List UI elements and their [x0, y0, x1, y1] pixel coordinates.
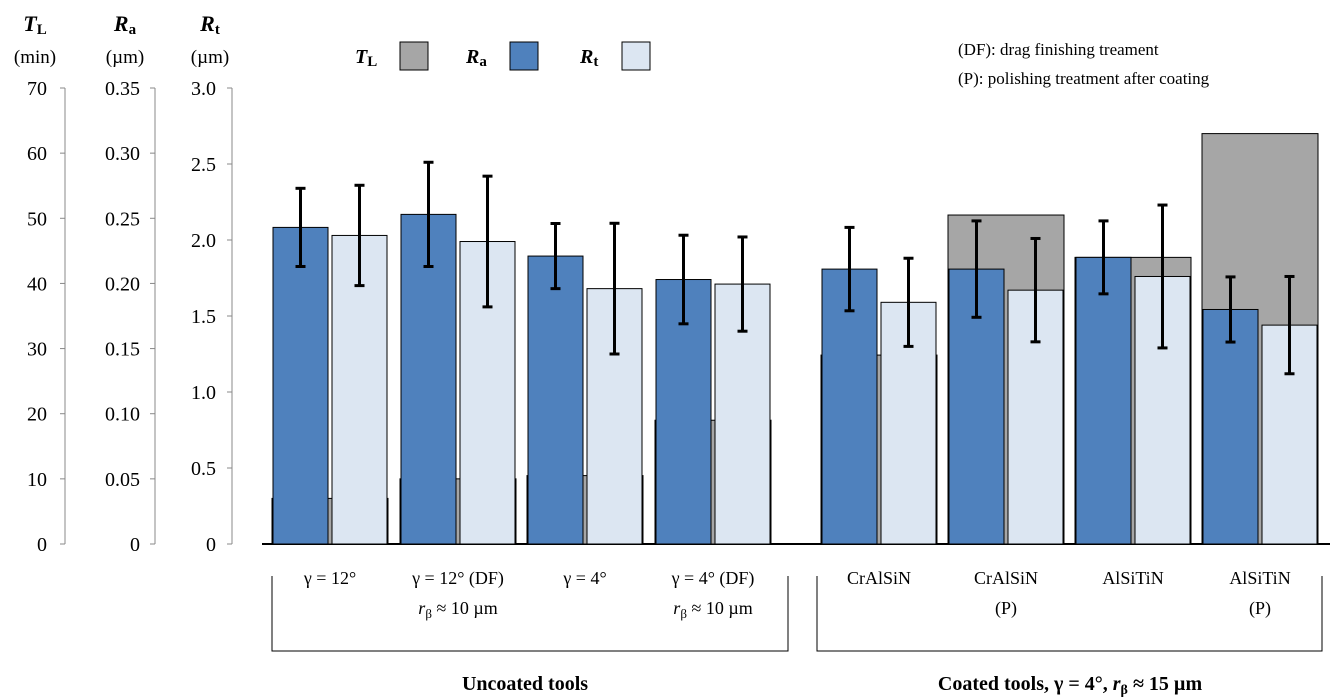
- note-df: (DF): drag finishing treament: [958, 40, 1159, 59]
- y-tick-label: 0.20: [105, 273, 140, 295]
- bar-ra: [1202, 308, 1259, 545]
- axis-title-rt: Rt: [199, 11, 220, 38]
- y-tick-label: 2.5: [191, 154, 216, 176]
- y-tick-label: 20: [27, 404, 47, 426]
- y-tick-label: 0.35: [105, 78, 140, 100]
- y-tick-label: 0: [130, 534, 140, 556]
- category-labels: γ = 12° γ = 12° (DF) rβ ≈ 10 µm γ = 4° γ = 4…: [303, 568, 1291, 621]
- axis-unit-ra: (µm): [106, 47, 144, 68]
- legend-swatch-tl: [399, 41, 429, 71]
- bar-ra: [400, 213, 457, 545]
- category-label-line2: (P): [1249, 598, 1271, 619]
- bars: [271, 133, 1319, 545]
- legend: TL Ra Rt: [355, 41, 651, 71]
- y-tick-label: 0.30: [105, 143, 140, 165]
- category-label: AlSiTiN: [1229, 568, 1290, 588]
- category-label-line2: (P): [995, 598, 1017, 619]
- y-tick-label: 70: [27, 78, 47, 100]
- y-tick-label: 0.05: [105, 469, 140, 491]
- group-label-uncoated: Uncoated tools: [462, 673, 588, 695]
- legend-label-tl: TL: [355, 46, 377, 70]
- y-tick-label: 40: [27, 273, 47, 295]
- y-tick-label: 50: [27, 208, 47, 230]
- bracket-uncoated: [271, 576, 789, 652]
- y-tick-label: 0: [206, 534, 216, 556]
- bar-ra: [821, 268, 878, 545]
- note-p: (P): polishing treatment after coating: [958, 69, 1210, 88]
- y-tick-label: 0.5: [191, 458, 216, 480]
- legend-label-rt: Rt: [579, 46, 598, 70]
- category-label: CrAlSiN: [974, 568, 1038, 588]
- category-label: CrAlSiN: [847, 568, 911, 588]
- axis-title-ra: Ra: [113, 11, 137, 38]
- axis-unit-rt: (µm): [191, 47, 229, 68]
- category-label: γ = 12° (DF): [411, 568, 504, 589]
- y-tick-label: 60: [27, 143, 47, 165]
- y-tick-label: 10: [27, 469, 47, 491]
- category-label-line2: rβ ≈ 10 µm: [673, 598, 752, 621]
- y-tick-label: 30: [27, 339, 47, 361]
- group-label-coated: Coated tools, γ = 4°, rβ ≈ 15 µm: [938, 673, 1203, 698]
- category-label: γ = 12°: [303, 568, 356, 588]
- axis-title-tl: TL: [23, 11, 46, 38]
- legend-swatch-rt: [621, 41, 651, 71]
- y-tick-label: 3.0: [191, 78, 216, 100]
- axis-unit-tl: (min): [14, 47, 56, 68]
- bar-ra: [272, 226, 329, 545]
- category-label-line2: rβ ≈ 10 µm: [418, 598, 497, 621]
- legend-swatch-ra: [509, 41, 539, 71]
- bar-ra: [527, 255, 584, 545]
- y-tick-label: 1.5: [191, 306, 216, 328]
- y-tick-label: 0.15: [105, 339, 140, 361]
- category-label: γ = 4°: [562, 568, 606, 588]
- y-tick-label: 1.0: [191, 382, 216, 404]
- y-tick-label: 0.25: [105, 208, 140, 230]
- y-tick-label: 0: [37, 534, 47, 556]
- bracket-coated: [816, 576, 1323, 652]
- bar-ra: [1075, 256, 1132, 545]
- legend-label-ra: Ra: [465, 46, 487, 70]
- y-tick-label: 0.10: [105, 404, 140, 426]
- category-label: γ = 4° (DF): [671, 568, 755, 589]
- category-label: AlSiTiN: [1102, 568, 1163, 588]
- y-tick-label: 2.0: [191, 230, 216, 252]
